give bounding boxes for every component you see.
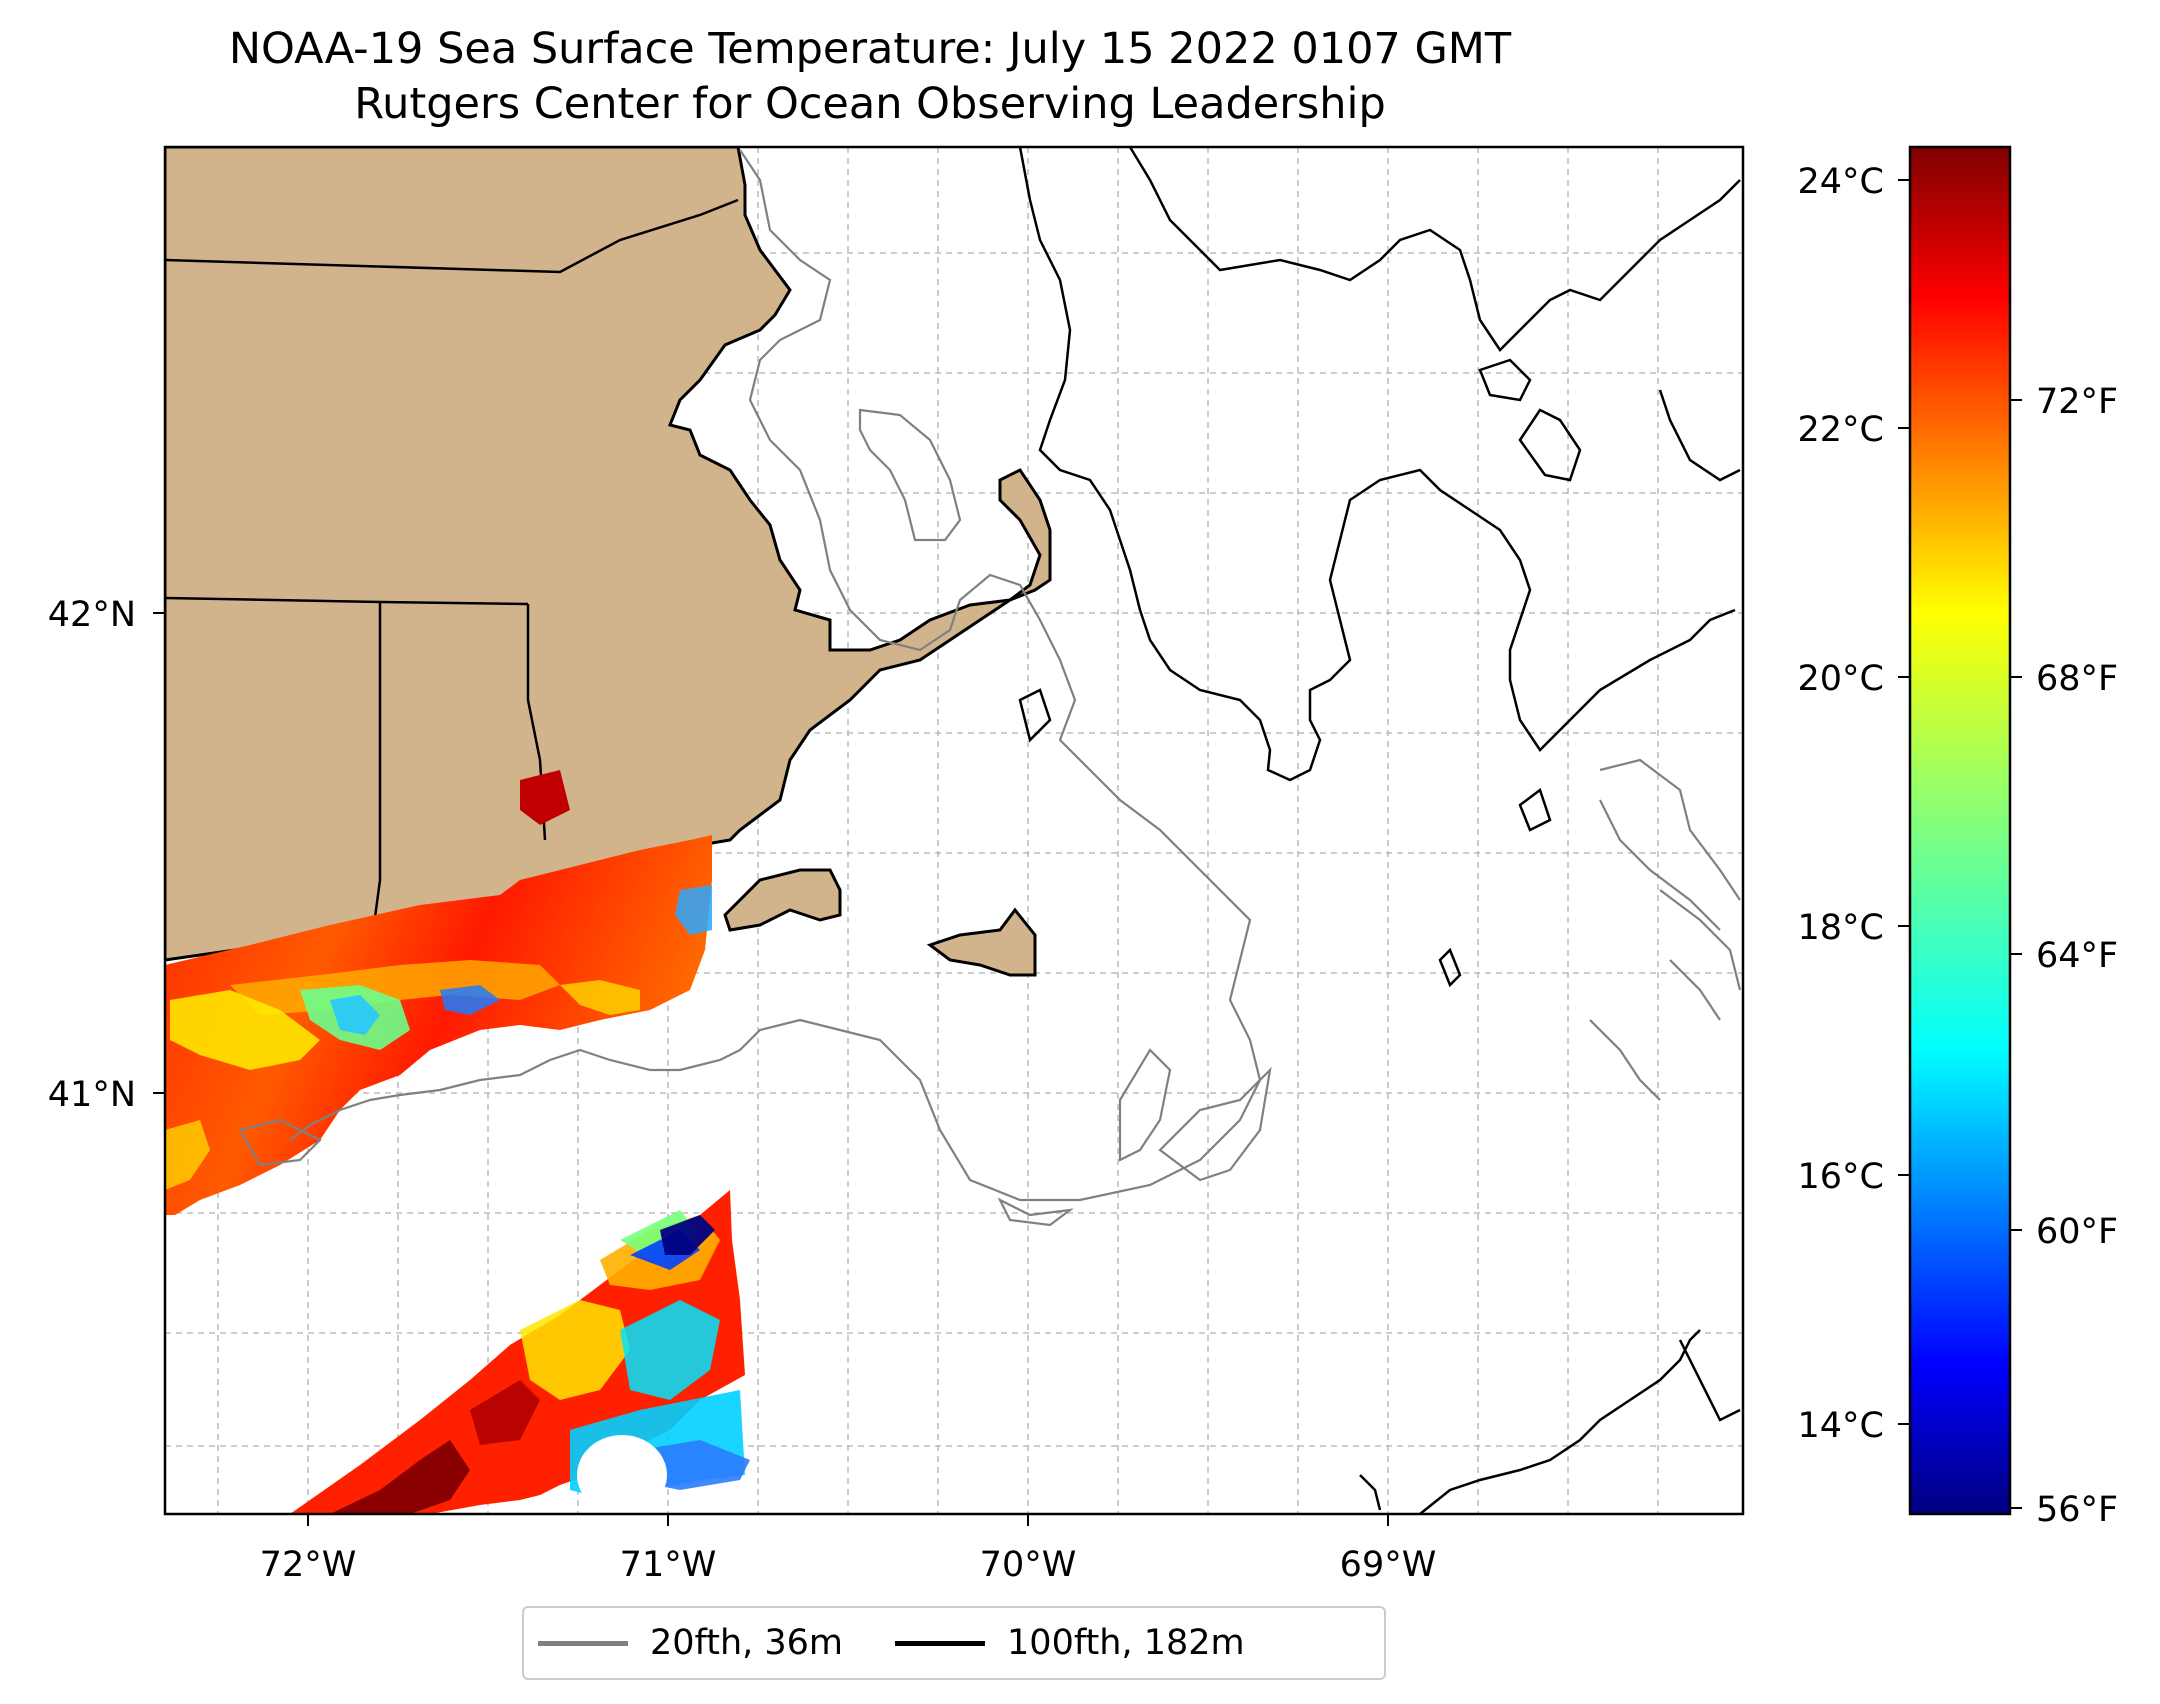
legend-item-20fth: 20fth, 36m	[538, 1623, 843, 1663]
cbar-64f: 64°F	[2036, 936, 2118, 976]
lon-tick-labels: 72°W 71°W 70°W 69°W	[260, 1545, 1437, 1585]
cbar-14c: 14°C	[1798, 1406, 1884, 1446]
sst-swath-offshore	[290, 1190, 750, 1514]
chart-title: NOAA-19 Sea Surface Temperature: July 15…	[160, 22, 1580, 132]
colorbar-fahrenheit-labels: 72°F 68°F 64°F 60°F 56°F	[2036, 382, 2118, 1530]
lon-tick-69w: 69°W	[1340, 1545, 1437, 1585]
legend-swatch-20fth	[538, 1640, 628, 1646]
colorbar-ticks	[1898, 179, 2022, 1509]
title-line-2: Rutgers Center for Ocean Observing Leade…	[354, 79, 1386, 129]
gridlines	[165, 147, 1743, 1514]
marthas-vineyard	[723, 868, 842, 932]
legend-label-100fth: 100fth, 182m	[1007, 1623, 1245, 1663]
cbar-18c: 18°C	[1798, 908, 1884, 948]
cbar-22c: 22°C	[1798, 410, 1884, 450]
cbar-20c: 20°C	[1798, 659, 1884, 699]
colorbar-celsius-labels: 24°C 22°C 20°C 18°C 16°C 14°C	[1798, 162, 1884, 1446]
sst-swath-nearshore	[165, 770, 712, 1215]
map-plot-area	[165, 147, 1743, 1514]
nantucket	[926, 907, 1037, 977]
legend-label-20fth: 20fth, 36m	[650, 1623, 844, 1663]
lat-tick-labels: 42°N 41°N	[48, 595, 136, 1115]
cbar-68f: 68°F	[2036, 659, 2118, 699]
isobath-legend: 20fth, 36m 100fth, 182m	[522, 1606, 1386, 1680]
lon-tick-71w: 71°W	[620, 1545, 717, 1585]
lat-tick-41n: 41°N	[48, 1075, 136, 1115]
tick-marks	[153, 612, 1389, 1526]
isobath-100fth	[1018, 147, 1741, 1514]
colorbar	[1908, 145, 2012, 1516]
cbar-24c: 24°C	[1798, 162, 1884, 202]
cbar-72f: 72°F	[2036, 382, 2118, 422]
title-line-1: NOAA-19 Sea Surface Temperature: July 15…	[228, 24, 1512, 74]
cbar-56f: 56°F	[2036, 1490, 2118, 1530]
lon-tick-72w: 72°W	[260, 1545, 357, 1585]
lat-tick-42n: 42°N	[48, 595, 136, 635]
isobath-20fth	[238, 149, 1742, 1227]
mainland-new-england	[165, 147, 1052, 962]
lon-tick-70w: 70°W	[980, 1545, 1077, 1585]
legend-swatch-100fth	[895, 1640, 986, 1646]
plot-frame	[163, 145, 1745, 1516]
legend-item-100fth: 100fth, 182m	[895, 1623, 1245, 1663]
cbar-16c: 16°C	[1798, 1157, 1884, 1197]
cbar-60f: 60°F	[2036, 1212, 2118, 1252]
